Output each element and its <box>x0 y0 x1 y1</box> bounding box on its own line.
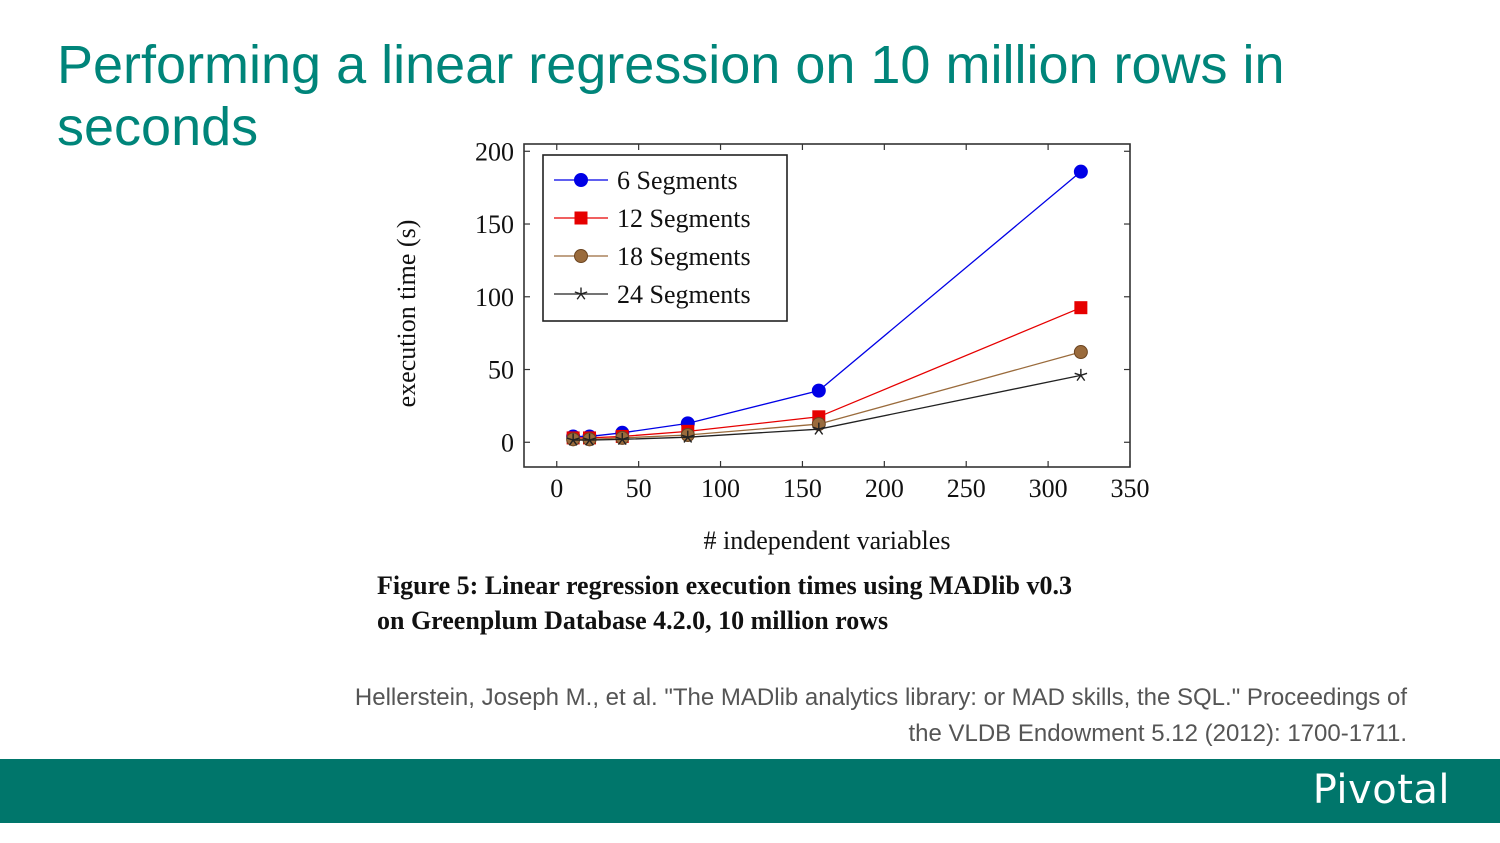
legend-label: 24 Segments <box>617 280 751 309</box>
x-tick-label: 200 <box>865 474 904 503</box>
x-tick-label: 300 <box>1029 474 1068 503</box>
data-point <box>812 422 826 435</box>
execution-time-chart: 0 50 100 150 200 250 300 350 0 50 100 150 200 # indep… <box>392 137 1150 555</box>
series-line-4 <box>573 374 1081 441</box>
data-point <box>1074 368 1088 382</box>
x-tick-label: 250 <box>947 474 986 503</box>
x-tick-label: 50 <box>626 474 652 503</box>
data-point <box>681 430 695 443</box>
plot-frame <box>523 143 1131 468</box>
figure-caption-line2: on Greenplum Database 4.2.0, 10 million … <box>377 606 889 635</box>
y-tick-label: 150 <box>475 210 514 239</box>
y-tick-label: 200 <box>475 137 514 166</box>
y-tick-label: 0 <box>501 428 514 457</box>
pivotal-logo: Pivotal <box>1312 767 1450 813</box>
citation: Hellerstein, Joseph M., et al. "The MADl… <box>100 680 1407 752</box>
x-tick-label: 0 <box>550 474 563 503</box>
legend-marker <box>574 249 588 263</box>
footer-bar: Pivotal <box>0 759 1500 823</box>
x-tick-label: 100 <box>701 474 740 503</box>
data-point <box>615 432 629 446</box>
data-point <box>1073 345 1088 360</box>
figure-caption: Figure 5: Linear regression execution ti… <box>377 568 1197 638</box>
legend-label: 18 Segments <box>617 242 751 271</box>
data-point <box>566 433 580 446</box>
data-point <box>583 433 596 446</box>
legend-marker <box>574 173 588 187</box>
data-point <box>1074 301 1088 315</box>
figure-caption-line1: Figure 5: Linear regression execution ti… <box>377 571 1072 600</box>
data-point <box>1073 164 1088 179</box>
series-line-3 <box>573 351 1082 441</box>
x-tick-label: 150 <box>783 474 822 503</box>
data-point <box>811 383 826 398</box>
y-tick-label: 50 <box>488 356 514 385</box>
x-axis-label: # independent variables <box>704 526 951 555</box>
legend-marker <box>574 211 588 225</box>
y-tick-label: 100 <box>475 283 514 312</box>
x-tick-label: 350 <box>1111 474 1150 503</box>
legend-marker <box>574 287 588 300</box>
legend-label: 6 Segments <box>617 166 738 195</box>
y-axis-label: execution time (s) <box>392 220 421 408</box>
legend-label: 12 Segments <box>617 204 751 233</box>
slide-title: Performing a linear regression on 10 mil… <box>57 35 1285 157</box>
citation-line1: Hellerstein, Joseph M., et al. "The MADl… <box>354 684 1407 711</box>
citation-line2: the VLDB Endowment 5.12 (2012): 1700-171… <box>908 720 1407 747</box>
